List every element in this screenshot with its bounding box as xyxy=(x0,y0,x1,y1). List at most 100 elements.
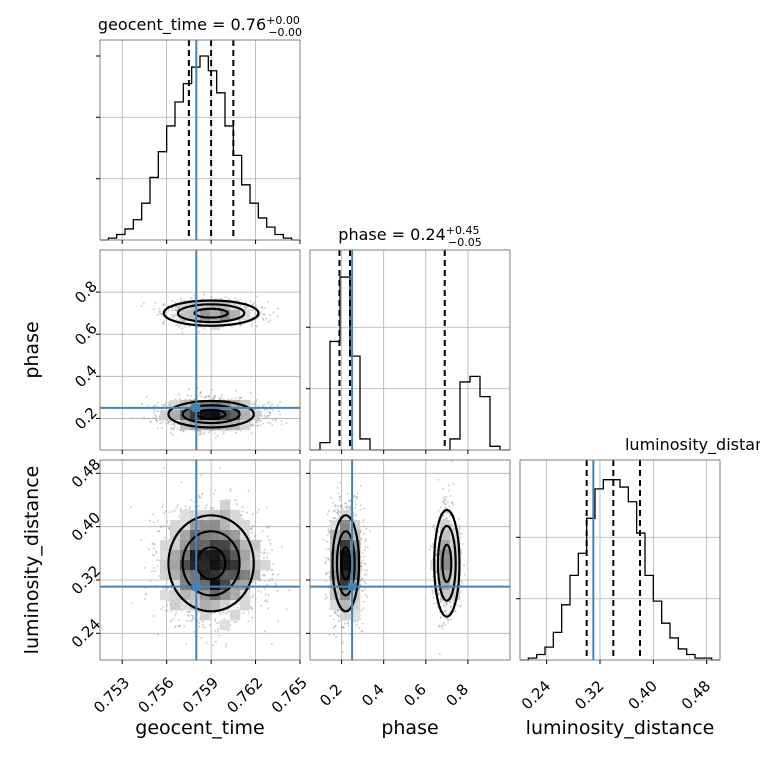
sample-point xyxy=(199,321,201,324)
sample-point xyxy=(213,611,216,614)
sample-point xyxy=(158,311,161,314)
sample-point xyxy=(188,388,190,391)
sample-point xyxy=(252,316,255,319)
sample-point xyxy=(189,398,192,401)
sample-point xyxy=(177,307,180,309)
sample-point xyxy=(252,581,255,583)
sample-point xyxy=(156,420,159,423)
sample-point xyxy=(167,309,170,312)
sample-point xyxy=(162,321,165,324)
sample-point xyxy=(266,584,269,586)
sample-point xyxy=(212,492,215,495)
sample-point xyxy=(250,421,252,424)
sample-point xyxy=(213,395,216,398)
sample-point xyxy=(205,504,208,507)
sample-point xyxy=(174,309,177,311)
sample-point xyxy=(262,312,265,315)
sample-point xyxy=(239,323,242,326)
sample-point xyxy=(274,419,277,422)
sample-point xyxy=(263,409,266,411)
sample-point xyxy=(200,390,203,393)
title-minus: −0.05 xyxy=(448,236,482,249)
sample-point xyxy=(152,521,155,524)
sample-point xyxy=(172,315,175,318)
sample-point xyxy=(285,422,288,424)
density-cell xyxy=(180,300,191,311)
density-cell xyxy=(210,420,221,431)
sample-point xyxy=(151,542,154,545)
sample-point xyxy=(158,415,161,418)
sample-point xyxy=(234,297,236,300)
sample-point xyxy=(260,415,263,417)
sample-point xyxy=(199,496,202,499)
sample-point xyxy=(262,317,264,320)
sample-point xyxy=(160,313,163,316)
sample-point xyxy=(261,530,264,533)
sample-point xyxy=(166,604,168,607)
sample-point xyxy=(197,611,200,614)
sample-point xyxy=(220,323,222,326)
sample-point xyxy=(266,415,269,418)
sample-point xyxy=(163,467,166,470)
sample-point xyxy=(269,319,272,322)
sample-point xyxy=(254,582,257,584)
sample-point xyxy=(241,517,244,520)
title-main: geocent_time = 0.76 xyxy=(98,15,266,35)
y-axis-label-phase: phase xyxy=(21,321,43,378)
sample-point xyxy=(210,296,213,298)
sample-point xyxy=(147,417,150,420)
sample-point xyxy=(253,401,256,404)
sample-point xyxy=(217,627,220,630)
sample-point xyxy=(156,314,159,316)
sample-point xyxy=(250,424,253,426)
density-cell xyxy=(220,420,231,431)
sample-point xyxy=(270,408,273,410)
sample-point xyxy=(256,511,259,514)
sample-point xyxy=(155,419,158,422)
sample-point xyxy=(161,587,164,589)
sample-point xyxy=(262,422,265,425)
sample-point xyxy=(222,432,225,435)
sample-point xyxy=(265,526,268,528)
sample-point xyxy=(201,298,204,301)
sample-point xyxy=(130,506,132,509)
sample-point xyxy=(155,404,158,407)
sample-point xyxy=(207,395,210,398)
sample-point xyxy=(164,310,167,313)
sample-point xyxy=(168,402,171,405)
sample-point xyxy=(189,610,191,613)
sample-point xyxy=(249,300,252,303)
sample-point xyxy=(267,580,270,583)
density-cell xyxy=(170,410,181,421)
sample-point xyxy=(265,599,267,602)
sample-point xyxy=(207,431,210,434)
sample-point xyxy=(225,612,228,615)
sample-point xyxy=(264,417,267,420)
sample-point xyxy=(198,496,201,499)
sample-point xyxy=(267,300,269,303)
sample-point xyxy=(174,625,177,628)
density-cell xyxy=(230,310,241,321)
sample-point xyxy=(165,510,167,513)
sample-point xyxy=(163,512,166,515)
sample-point xyxy=(153,570,156,573)
sample-point xyxy=(150,421,152,424)
sample-point xyxy=(155,415,158,417)
sample-point xyxy=(278,410,281,413)
sample-point xyxy=(275,418,277,421)
sample-point xyxy=(196,620,199,622)
sample-point xyxy=(263,588,266,590)
sample-point xyxy=(175,310,178,312)
sample-point xyxy=(161,506,163,508)
sample-point xyxy=(276,573,279,576)
sample-point xyxy=(274,582,277,585)
sample-point xyxy=(184,319,186,322)
sample-point xyxy=(216,434,219,437)
sample-point xyxy=(200,319,203,322)
sample-point xyxy=(156,519,159,522)
sample-point xyxy=(187,614,190,617)
sample-point xyxy=(202,432,205,435)
panel-frame xyxy=(99,39,301,241)
sample-point xyxy=(171,309,174,311)
